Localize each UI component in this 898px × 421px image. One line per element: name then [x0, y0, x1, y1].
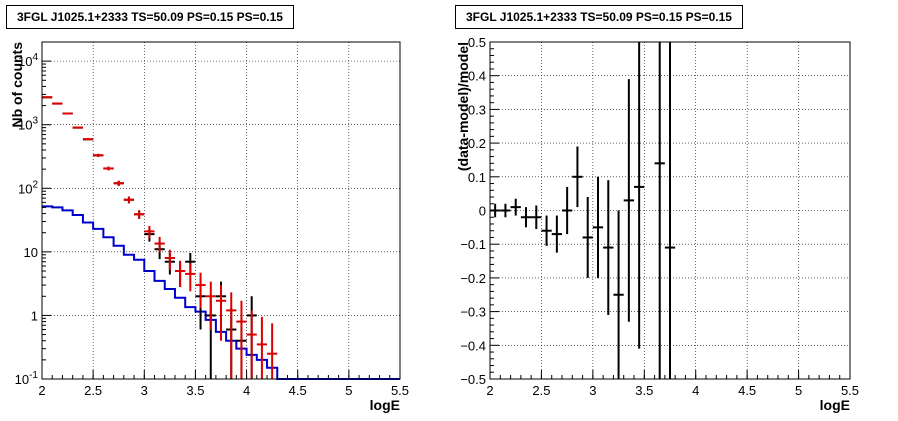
model-series: [42, 96, 278, 379]
right-y-tick-label: −0.4: [460, 338, 486, 353]
right-x-tick-label: 3.5: [635, 383, 653, 398]
right-y-tick-label: −0.2: [460, 271, 486, 286]
right-x-tick-label: 2: [486, 383, 493, 398]
left-x-tick-label: 5: [345, 383, 352, 398]
left-x-tick-label: 4: [243, 383, 250, 398]
left-y-tick-exponent: 2: [32, 179, 38, 190]
left-x-tick-label: 5.5: [391, 383, 409, 398]
left-y-tick-label: 1: [31, 308, 38, 323]
right-y-axis-label: (data-model)/model: [455, 42, 471, 171]
right-y-tick-label: 0.5: [468, 35, 486, 50]
right-x-tick-label: 4: [692, 383, 699, 398]
left-y-axis-label: Nb of counts: [9, 42, 25, 128]
left-y-tick-label: 10: [24, 245, 38, 260]
right-y-tick-label: 0.4: [468, 69, 486, 84]
right-plot-title: 3FGL J1025.1+2333 TS=50.09 PS=0.15 PS=0.…: [455, 5, 743, 29]
right-x-tick-label: 3: [589, 383, 596, 398]
left-y-tick-exponent: 4: [32, 52, 38, 63]
right-y-tick-label: −0.3: [460, 305, 486, 320]
right-x-tick-label: 2.5: [532, 383, 550, 398]
right-y-tick-label: −0.1: [460, 237, 486, 252]
right-y-tick-label: 0.1: [468, 170, 486, 185]
right-y-tick-label: −0.5: [460, 372, 486, 387]
right-x-tick-label: 5: [795, 383, 802, 398]
right-y-tick-label: 0.3: [468, 102, 486, 117]
left-y-tick-exponent: 3: [32, 116, 38, 127]
right-x-tick-label: 5.5: [841, 383, 859, 398]
left-y-tick-label: 102: [18, 179, 38, 196]
left-y-tick-label: 10-1: [15, 370, 39, 387]
left-x-tick-label: 3.5: [186, 383, 204, 398]
left-x-tick-label: 2: [38, 383, 45, 398]
left-x-tick-label: 3: [141, 383, 148, 398]
right-x-tick-label: 4.5: [738, 383, 756, 398]
right-x-axis-label: logE: [820, 397, 850, 413]
left-plot-frame: [41, 41, 401, 380]
left-x-tick-label: 4.5: [289, 383, 307, 398]
left-y-tick-exponent: -1: [29, 370, 38, 381]
residual-series: [490, 42, 676, 379]
left-x-axis-label: logE: [370, 397, 400, 413]
right-y-tick-label: 0: [479, 204, 486, 219]
left-plot-title: 3FGL J1025.1+2333 TS=50.09 PS=0.15 PS=0.…: [6, 5, 294, 29]
left-x-tick-label: 2.5: [84, 383, 102, 398]
background-model-line: [42, 205, 400, 380]
right-y-tick-label: 0.2: [468, 136, 486, 151]
